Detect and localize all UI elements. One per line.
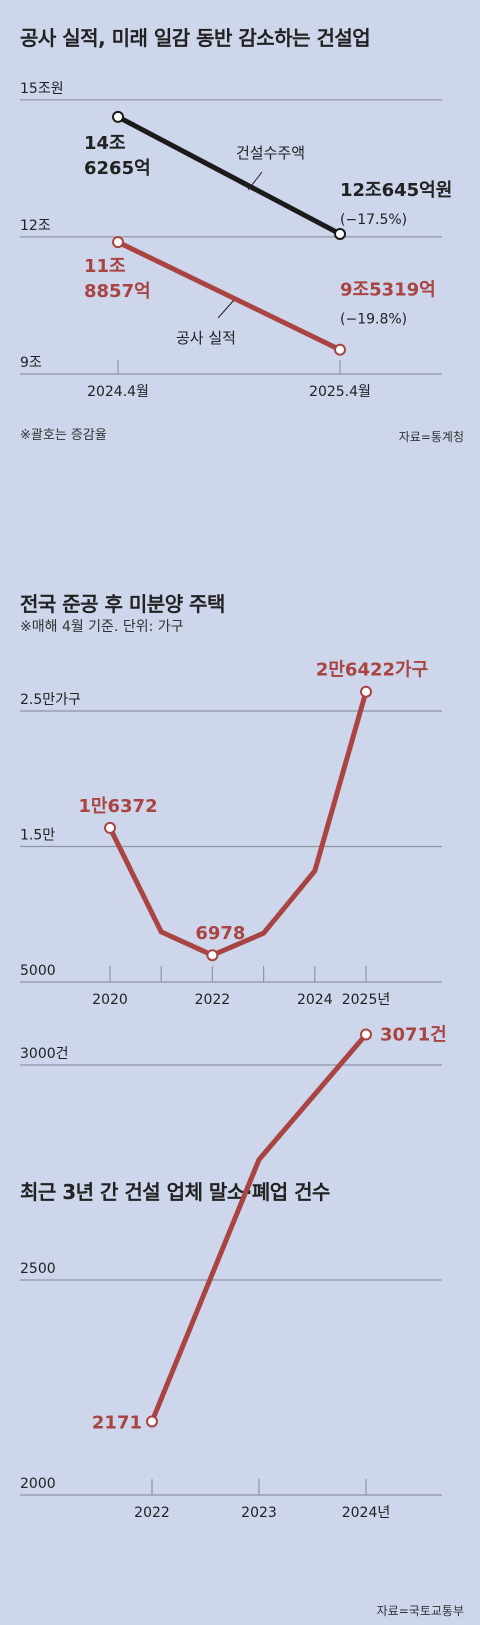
leader-line	[247, 171, 263, 191]
y-tick-label: 9조	[20, 355, 42, 371]
chart1-title: 공사 실적, 미래 일감 동반 감소하는 건설업	[20, 26, 371, 50]
y-tick-label: 15조원	[20, 81, 64, 97]
chart3-title: 최근 3년 간 건설 업체 말소·폐업 건수	[20, 1180, 330, 1204]
data-label: 6265억	[84, 158, 151, 179]
series-line	[116, 239, 342, 352]
leader-line	[217, 299, 235, 319]
data-point	[112, 236, 124, 249]
x-tick-label: 2025.4월	[309, 384, 371, 400]
data-point	[334, 343, 346, 356]
change-label: (−19.8%)	[340, 312, 407, 328]
construction-panel: 공사 실적, 미래 일감 동반 감소하는 건설업 15조원 12조 9조 2024.4…	[0, 0, 480, 460]
x-tick-label: 2024.4월	[87, 384, 149, 400]
data-label: 12조645억원	[340, 180, 452, 201]
chart1-plot: 15조원 12조 9조 2024.4월 2025.4월 14조 6265억 12조645억원 (…	[20, 81, 452, 400]
data-label: 11조	[84, 256, 126, 277]
data-label: 14조	[84, 133, 126, 154]
series-name: 공사 실적	[176, 329, 236, 347]
series-line	[116, 114, 342, 237]
chart2-title: 전국 준공 후 미분양 주택	[20, 592, 225, 616]
chart2-subtitle: ※매해 4월 기준. 단위: 가구	[20, 619, 184, 635]
data-label: 8857억	[84, 281, 151, 302]
unsold-housing-panel: 전국 준공 후 미분양 주택 ※매해 4월 기준. 단위: 가구	[0, 560, 480, 1030]
data-point	[112, 110, 124, 123]
chart1-source: 자료=통계청	[398, 430, 464, 444]
y-tick-label: 12조	[20, 218, 51, 234]
chart1-note: ※괄호는 증감율	[20, 428, 107, 443]
data-point	[334, 227, 346, 240]
change-label: (−17.5%)	[340, 212, 407, 228]
data-point	[360, 1028, 372, 1041]
closures-panel: 최근 3년 간 건설 업체 말소·폐업 건수 자료=국토교통부	[0, 1150, 480, 1625]
chart3-source: 자료=국토교통부	[376, 1604, 464, 1618]
data-label: 9조5319억	[340, 280, 436, 301]
series-name: 건설수주액	[236, 144, 305, 162]
y-tick-label: 3000건	[20, 1046, 69, 1062]
